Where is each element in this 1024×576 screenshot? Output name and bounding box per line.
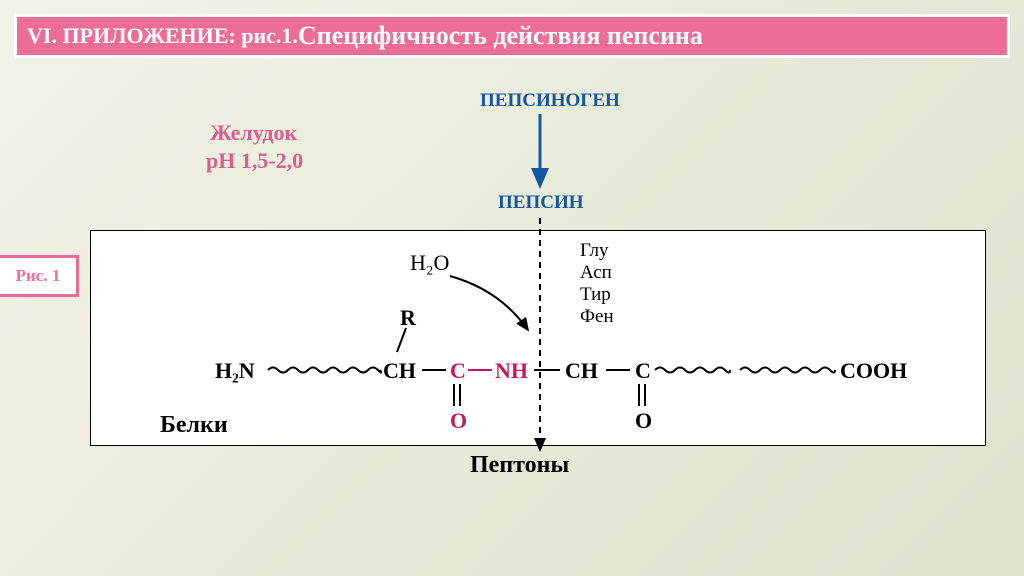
- label-r-group: R: [400, 305, 416, 331]
- diagram-stage: ПЕПСИНОГЕН ПЕПСИН Желудок рН 1,5-2,0 H₂O…: [90, 90, 984, 536]
- formula-o1: O: [450, 408, 467, 434]
- figure-tag: Рис. 1: [0, 255, 79, 297]
- amino-acid-list: ГлуАспТирФен: [580, 240, 614, 327]
- label-stomach-1: Желудок: [210, 120, 297, 146]
- label-stomach-2: рН 1,5-2,0: [206, 148, 303, 174]
- formula-ch2: CH: [565, 358, 598, 384]
- formula-ch1: CH: [383, 358, 416, 384]
- title-part2: Специфичность действия пепсина: [298, 21, 703, 51]
- label-pepsinogen: ПЕПСИНОГЕН: [480, 90, 620, 112]
- formula-cooh: COOH: [840, 358, 907, 384]
- label-proteins: Белки: [160, 412, 228, 439]
- formula-c-right: C: [635, 358, 651, 384]
- formula-h2n: H₂N: [215, 358, 255, 384]
- label-h2o: H₂O: [410, 250, 449, 276]
- label-peptones: Пептоны: [470, 452, 569, 479]
- formula-nh: NH: [495, 358, 528, 384]
- slide-title-bar: VI. ПРИЛОЖЕНИЕ: рис.1. Специфичность дей…: [14, 14, 1010, 58]
- label-pepsin: ПЕПСИН: [498, 192, 584, 214]
- formula-c-mid: C: [450, 358, 466, 384]
- formula-o2: O: [635, 408, 652, 434]
- title-part1: VI. ПРИЛОЖЕНИЕ: рис.1.: [27, 23, 298, 49]
